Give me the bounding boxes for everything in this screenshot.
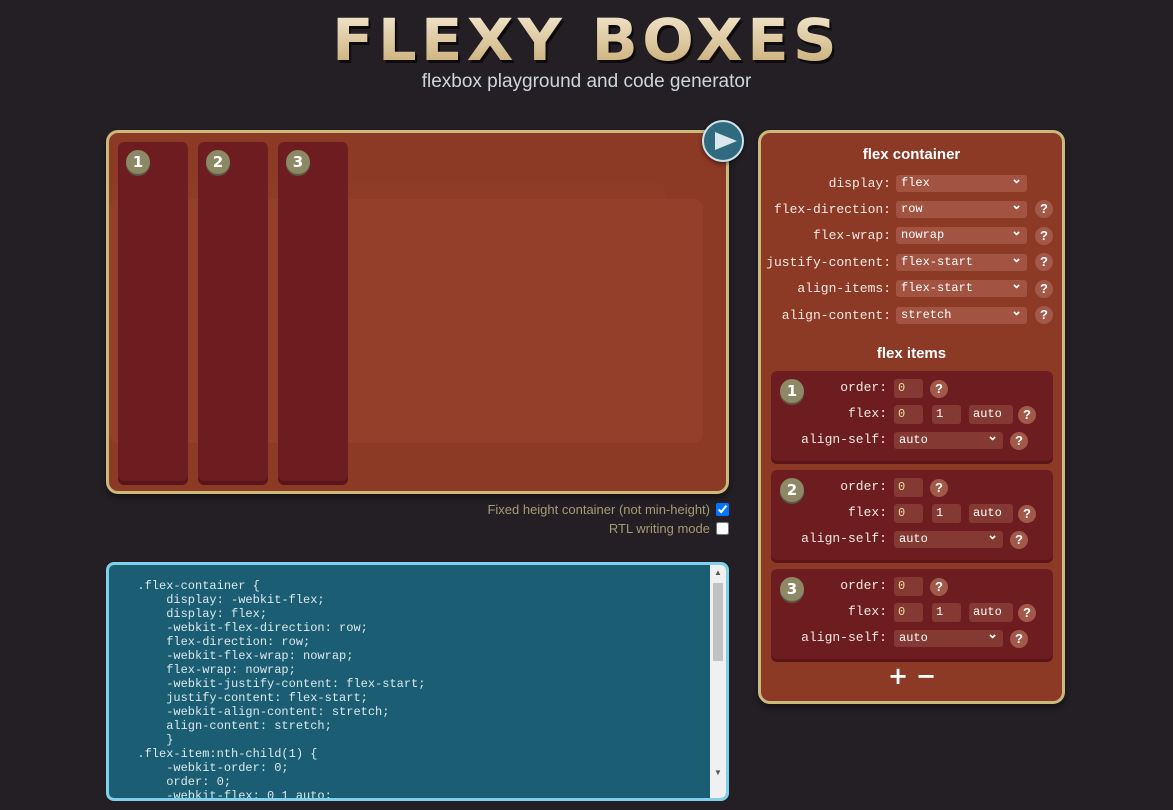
item-badge: 2 [206,150,230,174]
code-output[interactable]: .flex-container { display: -webkit-flex;… [106,562,729,801]
order-input[interactable]: 0 [894,478,923,497]
item-badge: 1 [780,379,804,403]
flex-item-3[interactable]: 3 [278,142,348,481]
flex-item-settings-1: 1 order: 0 ? flex: 0 1 auto ? align-self… [771,371,1053,461]
fixed-height-option[interactable]: Fixed height container (not min-height) [487,502,729,517]
order-input[interactable]: 0 [894,577,923,596]
add-item-button[interactable]: + [888,662,909,690]
flex-grow-input[interactable]: 0 [894,603,923,622]
flex-item-settings-3: 3 order: 0 ? flex: 0 1 auto ? align-self… [771,569,1053,659]
flex-label: flex: [847,406,887,421]
flex-basis-input[interactable]: auto [969,405,1013,424]
container-prop-row: align-items: flex-start ? [761,276,1061,298]
align-self-select[interactable]: auto [894,428,1003,449]
prop-select[interactable]: row [896,197,1027,218]
container-prop-row: display: flex [761,171,1061,192]
container-prop-row: flex-wrap: nowrap ? [761,223,1061,245]
prop-select[interactable]: nowrap [896,223,1027,245]
order-label: order: [840,380,887,395]
help-icon[interactable]: ? [1018,505,1036,523]
prop-label: flex-direction: [773,201,891,217]
container-prop-row: justify-content: flex-start ? [761,250,1061,272]
prop-label: justify-content: [766,254,891,270]
prop-select[interactable]: stretch [896,303,1027,324]
flex-preview-container: 1 2 3 [106,130,729,494]
scroll-thumb[interactable] [713,583,723,661]
item-badge: 1 [126,150,150,174]
help-icon[interactable]: ? [1018,604,1036,622]
flex-item-2[interactable]: 2 [198,142,268,481]
scrollbar[interactable]: ▲ ▼ [710,565,726,798]
help-icon[interactable]: ? [1010,432,1028,450]
flex-item-1[interactable]: 1 [118,142,188,481]
help-icon[interactable]: ? [1035,279,1053,298]
help-icon[interactable]: ? [1035,226,1053,245]
fixed-height-checkbox[interactable] [716,503,729,516]
item-badge: 2 [780,478,804,502]
help-icon[interactable]: ? [1010,531,1028,549]
prop-select[interactable]: flex-start [896,250,1027,271]
help-icon[interactable]: ? [1018,406,1036,424]
container-prop-row: flex-direction: row ? [761,197,1061,219]
item-badge: 3 [286,150,310,174]
rtl-checkbox[interactable] [716,522,729,535]
flex-item-settings-2: 2 order: 0 ? flex: 0 1 auto ? align-self… [771,470,1053,560]
code-text: .flex-container { display: -webkit-flex;… [137,579,426,801]
align-self-select[interactable]: auto [894,527,1003,548]
flex-shrink-input[interactable]: 1 [932,405,961,424]
help-icon[interactable]: ? [1035,253,1053,272]
prop-label: align-items: [797,281,891,297]
items-heading: flex items [876,345,947,362]
item-badge: 3 [780,577,804,601]
order-input[interactable]: 0 [894,379,923,398]
help-icon[interactable]: ? [1010,630,1028,648]
rtl-option[interactable]: RTL writing mode [609,521,729,536]
scroll-up-icon[interactable]: ▲ [714,568,722,577]
fixed-height-label: Fixed height container (not min-height) [487,502,710,517]
scroll-down-icon[interactable]: ▼ [714,768,722,777]
rtl-label: RTL writing mode [608,521,710,536]
flex-grow-input[interactable]: 0 [894,405,923,424]
flex-basis-input[interactable]: auto [969,504,1013,523]
help-icon[interactable]: ? [930,578,948,596]
subtitle: flexbox playground and code generator [421,71,752,92]
align-self-label: align-self: [801,432,887,447]
flex-grow-input[interactable]: 0 [894,504,923,523]
flex-basis-input[interactable]: auto [969,603,1013,622]
play-button[interactable] [702,120,744,162]
logo: FLEXY BOXES [0,6,1173,74]
help-icon[interactable]: ? [1035,200,1053,219]
order-label: order: [840,578,887,593]
settings-panel: flex container display: flex flex-direct… [758,130,1065,704]
prop-select[interactable]: flex [896,171,1027,192]
flex-shrink-input[interactable]: 1 [932,504,961,523]
flex-label: flex: [847,505,887,520]
flex-shrink-input[interactable]: 1 [932,603,961,622]
prop-label: display: [828,175,891,191]
prop-label: flex-wrap: [812,228,891,244]
prop-select[interactable]: flex-start [896,276,1027,298]
container-prop-row: align-content: stretch ? [761,303,1061,324]
help-icon[interactable]: ? [930,479,948,497]
align-self-select[interactable]: auto [894,626,1003,647]
align-self-label: align-self: [801,630,887,645]
order-label: order: [840,479,887,494]
help-icon[interactable]: ? [1035,306,1053,324]
container-heading: flex container [862,146,961,163]
remove-item-button[interactable]: − [916,662,937,690]
help-icon[interactable]: ? [930,380,948,398]
align-self-label: align-self: [801,531,887,546]
flex-label: flex: [847,604,887,619]
prop-label: align-content: [781,307,891,323]
